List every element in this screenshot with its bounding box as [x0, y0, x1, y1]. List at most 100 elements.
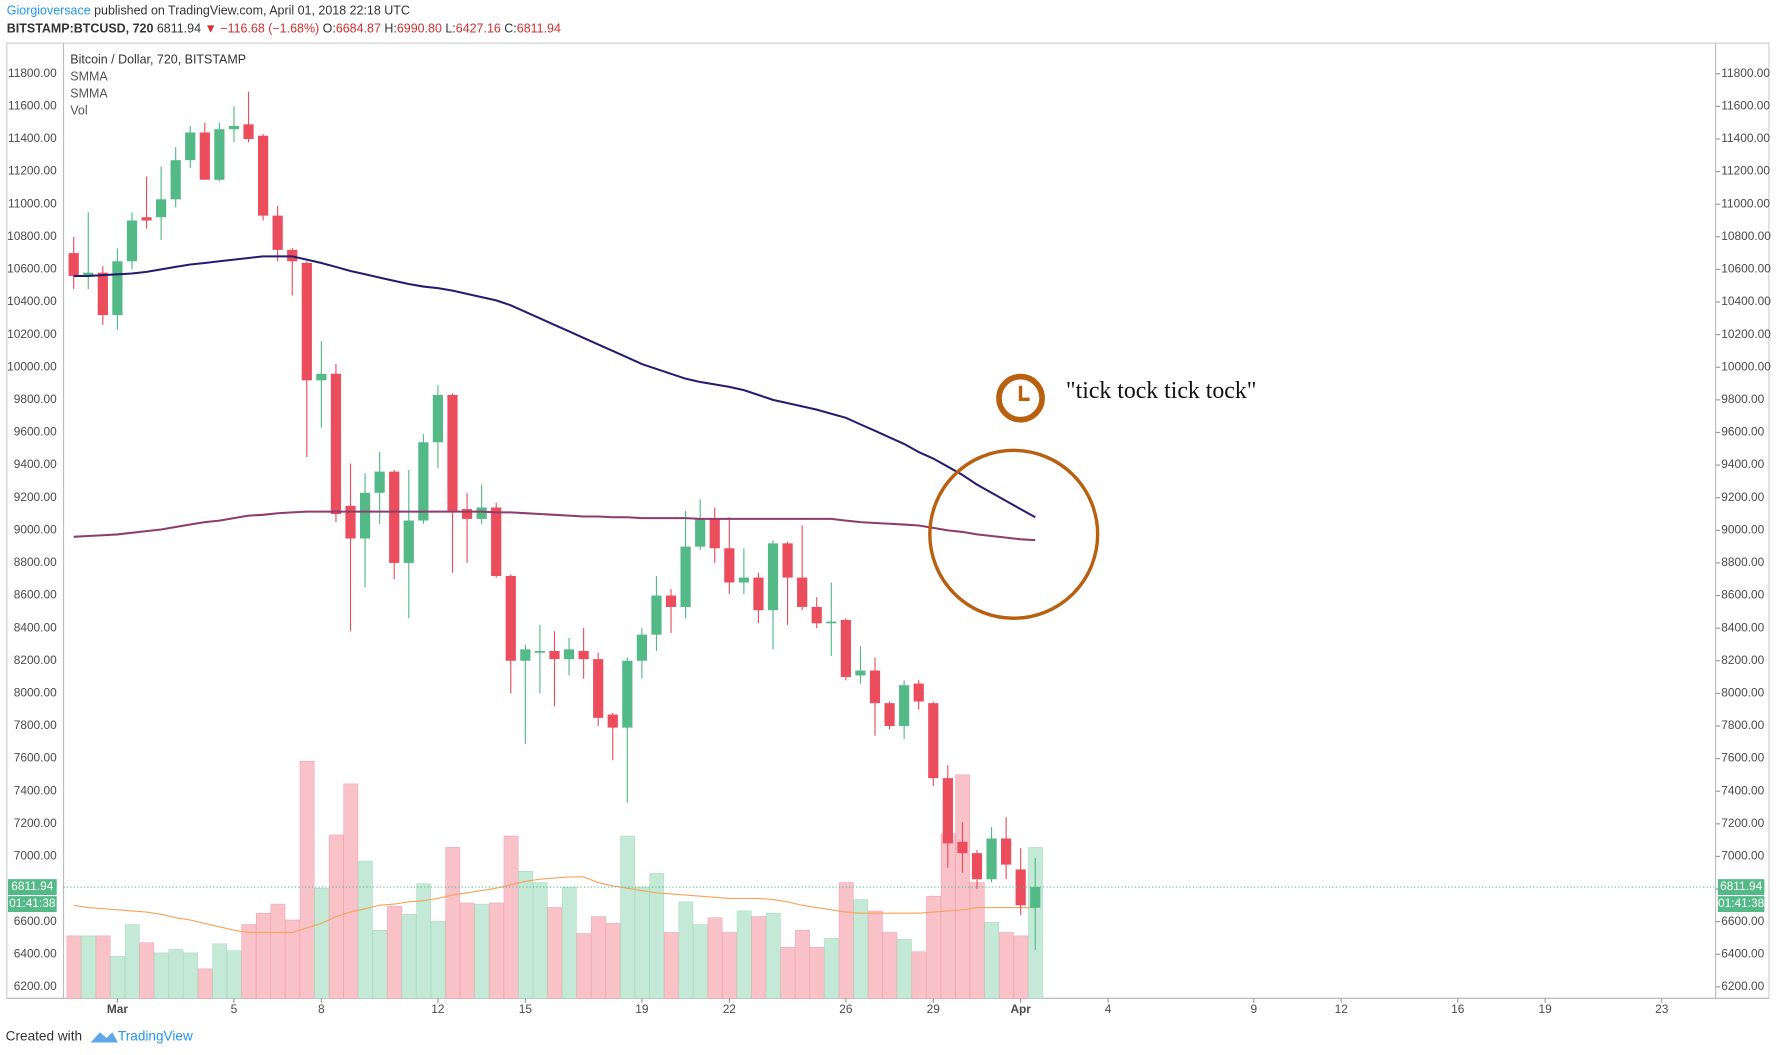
candle-body — [345, 505, 356, 539]
volume-bar — [969, 882, 985, 999]
volume-bar — [765, 912, 781, 999]
y-tick-label: 9800.00 — [1721, 392, 1764, 406]
candle-body — [185, 132, 196, 161]
volume-bar — [416, 883, 432, 999]
candle-body — [622, 660, 633, 728]
candle-body — [418, 442, 429, 521]
y-tick-label: 7600.00 — [1721, 751, 1764, 765]
x-tick-label: 4 — [1105, 1002, 1112, 1016]
y-tick-label: 7400.00 — [1721, 783, 1764, 797]
candle-body — [884, 703, 895, 726]
y-tick-label: 10800.00 — [7, 229, 57, 243]
volume-bar — [226, 950, 242, 999]
volume-bar — [66, 935, 82, 999]
volume-bar — [401, 914, 417, 999]
volume-bar — [95, 935, 111, 999]
change: −116.68 (−1.68%) — [220, 22, 319, 36]
candle-body — [476, 507, 487, 519]
volume-bar — [897, 939, 912, 999]
volume-bar — [678, 901, 694, 999]
y-tick-label: 8600.00 — [1721, 588, 1764, 602]
candle-body — [330, 373, 342, 515]
legend-entry: SMMA — [70, 69, 108, 83]
candle-body — [126, 220, 138, 262]
candle-body — [359, 492, 371, 539]
candle-body — [899, 685, 910, 726]
candle-body — [97, 272, 108, 316]
candle-body — [563, 649, 575, 660]
volume-bar — [357, 860, 373, 999]
x-tick-label: Apr — [1010, 1002, 1031, 1016]
volume-bar — [576, 933, 592, 999]
ohlc-label: O: — [323, 22, 336, 36]
candle-body — [301, 262, 312, 381]
candle-body — [112, 261, 123, 316]
y-tick-label: 11600.00 — [8, 99, 57, 113]
candle-body — [403, 520, 414, 563]
volume-bar — [459, 902, 475, 999]
y-tick-label: 7400.00 — [14, 783, 57, 797]
x-tick-label: 26 — [839, 1002, 853, 1016]
candle-body — [957, 841, 968, 854]
x-tick-label: 16 — [1451, 1002, 1465, 1016]
clock-hands — [1018, 385, 1030, 402]
y-tick-label: 8200.00 — [1721, 653, 1764, 667]
last: 6811.94 — [157, 22, 201, 36]
header-line: Giorgioversace published on TradingView.… — [7, 4, 410, 18]
clock-icon — [996, 373, 1045, 423]
candle-body — [505, 575, 516, 661]
candle-body — [228, 125, 240, 130]
volume-bar — [154, 952, 169, 999]
x-tick-label: 9 — [1250, 1002, 1257, 1016]
annotation-circle — [928, 448, 1100, 620]
smma-line — [73, 255, 1036, 519]
quote-line: BITSTAMP:BTCUSD, 720 6811.94 ▼ −116.68 (… — [7, 22, 561, 36]
candle-body — [840, 619, 851, 678]
candle-body — [855, 670, 866, 676]
y-tick-label: 10400.00 — [7, 294, 57, 308]
y-tick-label: 7200.00 — [14, 816, 57, 830]
y-tick-label: 6200.00 — [1721, 979, 1764, 993]
y-tick-label: 11800.00 — [1721, 66, 1770, 80]
candle-body — [782, 543, 793, 578]
volume-bar — [124, 924, 140, 999]
y-tick-label: 9600.00 — [14, 425, 57, 439]
volume-bar — [999, 932, 1014, 999]
y-tick-label: 8800.00 — [1721, 555, 1764, 569]
x-tick-label: 12 — [431, 1002, 445, 1016]
volume-bar — [270, 903, 286, 999]
candle-body — [68, 253, 79, 276]
candle-body — [316, 373, 327, 381]
candle-body — [738, 577, 749, 583]
volume-bar — [663, 932, 679, 999]
volume-bar — [911, 951, 927, 999]
volume-bar — [605, 923, 621, 999]
y-tick-label: 10000.00 — [1721, 359, 1771, 373]
volume-bar — [649, 873, 665, 999]
y-tick-label: 7800.00 — [14, 718, 57, 732]
countdown-box — [7, 896, 57, 913]
candle-body — [869, 670, 881, 704]
x-tick-label: 12 — [1335, 1002, 1349, 1016]
volume-ma — [73, 876, 1036, 934]
volume-bar — [212, 943, 228, 999]
symbol: BITSTAMP:BTCUSD, 720 — [7, 22, 154, 36]
candle-body — [243, 124, 254, 139]
candle-body — [913, 683, 924, 702]
volume-bar — [183, 952, 198, 999]
candle-body — [199, 132, 210, 180]
ohlc-value: 6990.80 — [397, 22, 442, 36]
y-tick-label: 11400.00 — [8, 131, 57, 145]
volume-bar — [372, 929, 388, 999]
smma-line — [73, 510, 1036, 542]
down-arrow: ▼ — [204, 22, 216, 36]
candle-body — [170, 160, 181, 200]
candle-body — [797, 577, 808, 607]
volume-bar — [285, 919, 300, 999]
volume-bar — [867, 910, 883, 999]
y-tick-label: 6200.00 — [14, 979, 57, 993]
legend-entry: Vol — [70, 103, 87, 117]
y-tick-label: 9000.00 — [1721, 522, 1764, 536]
candle-body — [214, 129, 225, 180]
